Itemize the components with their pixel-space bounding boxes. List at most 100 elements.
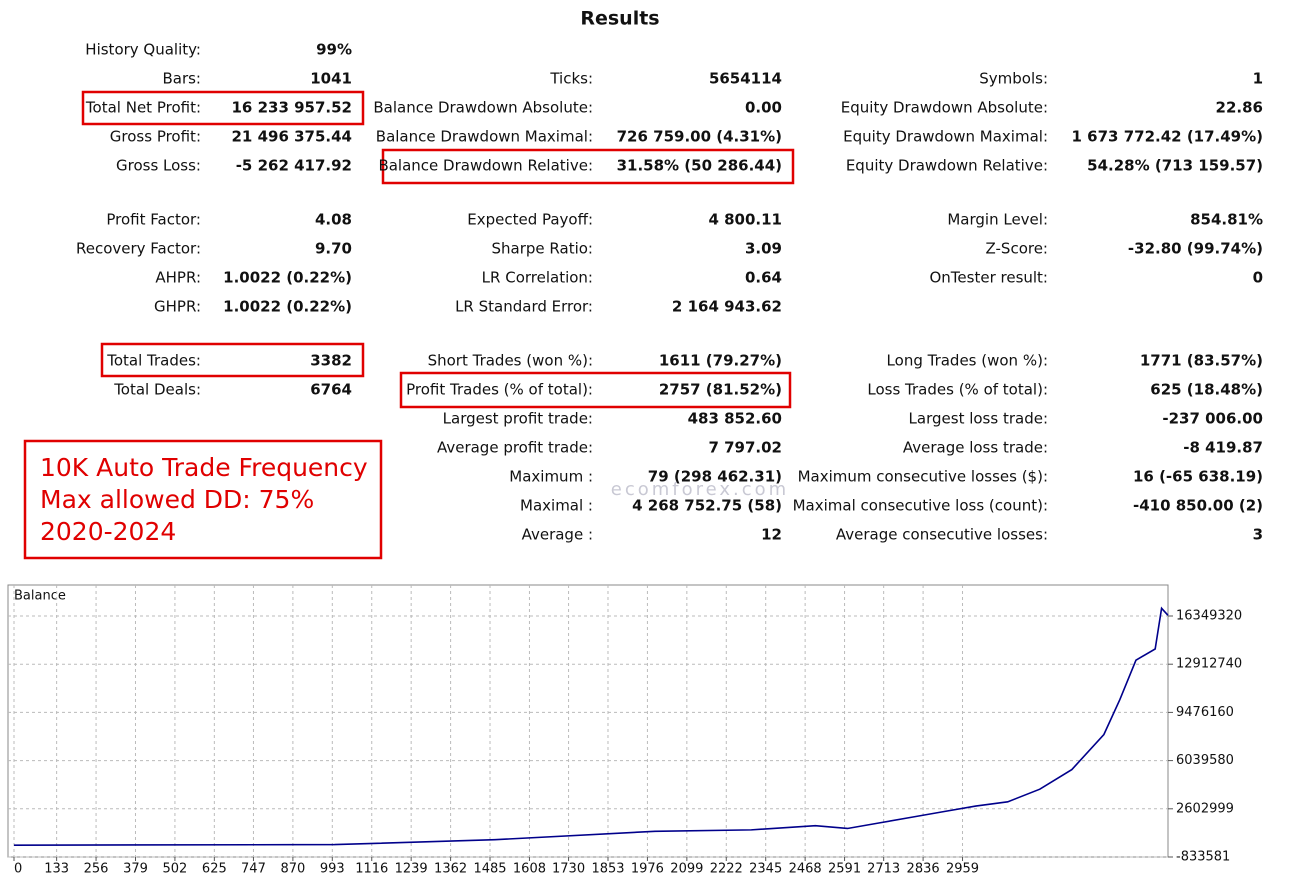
stat-value: 4 800.11 — [708, 211, 782, 229]
stat-label: Short Trades (won %): — [428, 352, 593, 370]
stat-label: Total Net Profit: — [85, 99, 201, 117]
stat-label: Equity Drawdown Absolute: — [841, 99, 1048, 117]
stat-value: 22.86 — [1216, 99, 1263, 117]
x-tick-label: 625 — [202, 862, 227, 877]
stat-value: 16 (-65 638.19) — [1133, 468, 1263, 486]
stat-value: 3382 — [310, 352, 352, 370]
stat-value: 99% — [316, 41, 352, 59]
x-tick-label: 1608 — [513, 862, 546, 877]
highlights — [23, 90, 795, 560]
x-tick-label: 2591 — [828, 862, 861, 877]
stat-label: History Quality: — [85, 41, 201, 59]
stat-value: -32.80 (99.74%) — [1128, 240, 1263, 258]
stat-label: Gross Loss: — [116, 157, 201, 175]
highlight-box — [381, 148, 795, 185]
stat-label: Balance Drawdown Absolute: — [373, 99, 593, 117]
stat-label: Average : — [522, 526, 593, 544]
stat-label: OnTester result: — [929, 269, 1048, 287]
stat-value: 0.64 — [745, 269, 782, 287]
stat-label: Average consecutive losses: — [836, 526, 1048, 544]
stat-value: -5 262 417.92 — [236, 157, 352, 175]
stat-label: Maximum : — [509, 468, 593, 486]
stat-value: 1 673 772.42 (17.49%) — [1072, 128, 1263, 146]
x-tick-label: 747 — [241, 862, 266, 877]
stat-label: Maximal : — [520, 497, 593, 515]
stat-label: Profit Factor: — [106, 211, 201, 229]
stat-label: Largest profit trade: — [443, 410, 593, 428]
watermark: ecomforex.com — [611, 479, 789, 500]
stat-value: 1771 (83.57%) — [1140, 352, 1263, 370]
stat-label: Loss Trades (% of total): — [867, 381, 1048, 399]
stat-label: Profit Trades (% of total): — [406, 381, 593, 399]
stat-label: Margin Level: — [947, 211, 1048, 229]
x-tick-label: 2713 — [867, 862, 900, 877]
x-tick-label: 993 — [320, 862, 345, 877]
y-tick-label: -833581 — [1176, 850, 1230, 865]
stat-value: 483 852.60 — [688, 410, 782, 428]
stat-label: Maximum consecutive losses ($): — [798, 468, 1048, 486]
stat-value: 625 (18.48%) — [1150, 381, 1263, 399]
stat-value: 31.58% (50 286.44) — [617, 157, 782, 175]
stat-label: Maximal consecutive loss (count): — [793, 497, 1048, 515]
stat-value: 5654114 — [709, 70, 782, 88]
stat-label: Balance Drawdown Maximal: — [376, 128, 593, 146]
stat-value: 854.81% — [1190, 211, 1263, 229]
annotation: 2020-2024 — [40, 517, 176, 546]
stat-value: 4 268 752.75 (58) — [632, 497, 782, 515]
stat-value: -410 850.00 (2) — [1133, 497, 1263, 515]
stat-label: Gross Profit: — [110, 128, 201, 146]
chart-frame — [7, 584, 1169, 858]
y-tick-label: 2602999 — [1176, 801, 1234, 816]
stat-label: AHPR: — [155, 269, 201, 287]
stat-label: Average profit trade: — [437, 439, 593, 457]
stat-value: 16 233 957.52 — [231, 99, 352, 117]
stat-value: -237 006.00 — [1162, 410, 1263, 428]
x-tick-label: 2222 — [710, 862, 743, 877]
x-tick-label: 2099 — [670, 862, 703, 877]
stat-value: 79 (298 462.31) — [648, 468, 782, 486]
chart-title: Balance — [14, 589, 66, 604]
stat-label: Average loss trade: — [903, 439, 1048, 457]
title: Results — [580, 8, 659, 30]
x-tick-label: 1976 — [631, 862, 664, 877]
x-tick-label: 256 — [84, 862, 109, 877]
stat-label: Sharpe Ratio: — [492, 240, 593, 258]
balance-line — [13, 606, 1169, 846]
stat-label: Total Trades: — [106, 352, 201, 370]
stat-label: Equity Drawdown Maximal: — [843, 128, 1048, 146]
stat-label: GHPR: — [154, 298, 201, 316]
x-tick-label: 1362 — [434, 862, 467, 877]
y-tick-label: 12912740 — [1176, 657, 1242, 672]
stat-label: Bars: — [162, 70, 201, 88]
x-tick-label: 1730 — [552, 862, 585, 877]
y-tick-label: 9476160 — [1176, 705, 1234, 720]
stat-value: 54.28% (713 159.57) — [1087, 157, 1263, 175]
stat-label: Balance Drawdown Relative: — [378, 157, 593, 175]
x-tick-label: 2836 — [907, 862, 940, 877]
stat-label: Largest loss trade: — [909, 410, 1048, 428]
stat-label: Total Deals: — [113, 381, 201, 399]
highlight-box — [100, 342, 365, 378]
stat-label: LR Standard Error: — [455, 298, 593, 316]
stat-value: 0.00 — [745, 99, 782, 117]
stat-value: 4.08 — [315, 211, 352, 229]
stat-value: 6764 — [310, 381, 352, 399]
stat-label: Equity Drawdown Relative: — [846, 157, 1048, 175]
x-tick-label: 379 — [123, 862, 148, 877]
x-tick-label: 1485 — [473, 862, 506, 877]
highlight-box — [81, 90, 365, 126]
stat-label: Recovery Factor: — [76, 240, 201, 258]
stat-value: 12 — [761, 526, 782, 544]
stat-value: 0 — [1253, 269, 1263, 287]
x-tick-label: 2959 — [946, 862, 979, 877]
x-tick-label: 1853 — [591, 862, 624, 877]
stat-value: 9.70 — [315, 240, 352, 258]
annotation: 10K Auto Trade Frequency — [40, 453, 368, 482]
stat-label: LR Correlation: — [482, 269, 593, 287]
x-tick-label: 2468 — [789, 862, 822, 877]
stat-label: Expected Payoff: — [467, 211, 593, 229]
annotation: Max allowed DD: 75% — [40, 485, 314, 514]
stat-value: 1.0022 (0.22%) — [223, 269, 352, 287]
stat-label: Symbols: — [979, 70, 1048, 88]
stat-value: 2757 (81.52%) — [659, 381, 782, 399]
